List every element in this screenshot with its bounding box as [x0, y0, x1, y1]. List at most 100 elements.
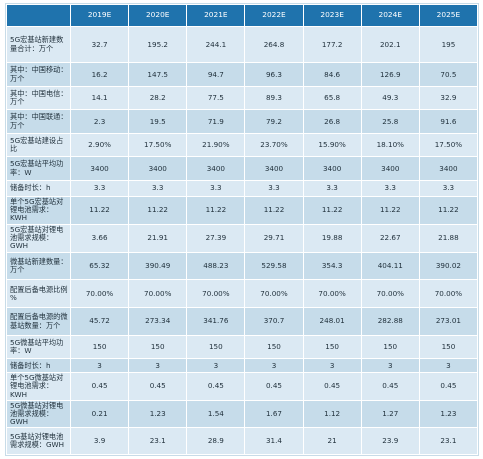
table-cell: 147.5 [128, 62, 188, 87]
table-cell: 96.3 [244, 62, 304, 87]
table-cell: 3 [128, 358, 188, 374]
table-cell: 0.45 [186, 372, 246, 401]
table-row: 5G基站对锂电池需求规模：GWH 3.9 23.1 28.9 31.4 21 23.9 23.… [6, 427, 479, 455]
table-cell: 177.2 [302, 25, 362, 64]
table-cell: 11.22 [360, 195, 420, 225]
table-cell: 23.1 [128, 427, 188, 455]
table-cell: 70.5 [418, 62, 479, 87]
table-cell: 70.00% [418, 279, 479, 309]
header-year: 2021E [186, 4, 246, 27]
table-row: 5G微基站对锂电池需求规模：GWH 0.21 1.23 1.54 1.67 1.12 1.2… [6, 399, 479, 429]
table-row: 配置后备电源的微基站数量：万个 45.72 273.34 341.76 370.7 248… [6, 307, 479, 336]
table-row: 配置后备电源比例 % 70.00% 70.00% 70.00% 70.00% 70.00%… [6, 279, 479, 309]
table-cell: 370.7 [244, 307, 304, 336]
table-cell: 150 [69, 334, 130, 360]
table-cell: 3.3 [244, 179, 304, 197]
table-cell: 21.88 [418, 223, 479, 253]
table-cell: 0.45 [360, 372, 420, 401]
table-cell: 31.4 [244, 427, 304, 455]
table-cell: 3400 [128, 156, 188, 181]
table-cell: 3 [302, 358, 362, 374]
data-table: 2019E 2020E 2021E 2022E 2023E 2024E 2025… [6, 4, 479, 455]
table-row: 单个5G微基站对锂电池需求：KWH 0.45 0.45 0.45 0.45 0.45 0.4… [6, 372, 479, 401]
table-cell: 28.2 [128, 85, 188, 111]
table-cell: 23.70% [244, 132, 304, 158]
row-label: 其中：中国移动：万个 [6, 62, 71, 87]
table-cell: 71.9 [186, 109, 246, 134]
table-cell: 25.8 [360, 109, 420, 134]
table-cell: 15.90% [302, 132, 362, 158]
table-cell: 70.00% [360, 279, 420, 309]
table-row: 5G宏基站建设占比 2.90% 17.50% 21.90% 23.70% 15.90% 18… [6, 132, 479, 158]
row-label: 单个5G宏基站对锂电池需求：KWH [6, 195, 71, 225]
table-cell: 150 [302, 334, 362, 360]
table-cell: 3.3 [360, 179, 420, 197]
table-cell: 89.3 [244, 85, 304, 111]
row-label: 微基站新建数量：万个 [6, 251, 71, 281]
table-cell: 195 [418, 25, 479, 64]
table-cell: 70.00% [302, 279, 362, 309]
row-label: 5G宏基站对锂电池需求规模：GWH [6, 223, 71, 253]
table-cell: 27.39 [186, 223, 246, 253]
table-cell: 3.3 [418, 179, 479, 197]
header-row: 2019E 2020E 2021E 2022E 2023E 2024E 2025… [6, 4, 479, 27]
table-cell: 390.02 [418, 251, 479, 281]
table-cell: 19.88 [302, 223, 362, 253]
table-cell: 79.2 [244, 109, 304, 134]
table-cell: 0.21 [69, 399, 130, 429]
table-cell: 84.6 [302, 62, 362, 87]
table-cell: 3.3 [69, 179, 130, 197]
table-cell: 65.32 [69, 251, 130, 281]
table-cell: 3.9 [69, 427, 130, 455]
table-cell: 0.45 [302, 372, 362, 401]
table-cell: 390.49 [128, 251, 188, 281]
row-label: 5G基站对锂电池需求规模：GWH [6, 427, 71, 455]
table-cell: 1.54 [186, 399, 246, 429]
table-cell: 11.22 [302, 195, 362, 225]
table-cell: 11.22 [244, 195, 304, 225]
table-cell: 21.91 [128, 223, 188, 253]
table-cell: 404.11 [360, 251, 420, 281]
table-row: 5G宏基站对锂电池需求规模：GWH 3.66 21.91 27.39 29.71 19.8… [6, 223, 479, 253]
table-cell: 126.9 [360, 62, 420, 87]
table-row: 储备时长：h 3 3 3 3 3 3 3 [6, 358, 479, 374]
table-cell: 248.01 [302, 307, 362, 336]
table-cell: 70.00% [128, 279, 188, 309]
table-cell: 150 [128, 334, 188, 360]
table-cell: 264.8 [244, 25, 304, 64]
table-cell: 1.27 [360, 399, 420, 429]
table-cell: 3400 [360, 156, 420, 181]
table-cell: 11.22 [128, 195, 188, 225]
table-cell: 94.7 [186, 62, 246, 87]
table-row: 5G宏基站新建数量合计：万个 32.7 195.2 244.1 264.8 177.2 20… [6, 25, 479, 64]
table-cell: 77.5 [186, 85, 246, 111]
table-cell: 2.3 [69, 109, 130, 134]
table-cell: 1.12 [302, 399, 362, 429]
row-label: 5G宏基站新建数量合计：万个 [6, 25, 71, 64]
table-cell: 14.1 [69, 85, 130, 111]
table-cell: 32.9 [418, 85, 479, 111]
header-year: 2024E [360, 4, 420, 27]
header-corner [6, 4, 71, 27]
header-year: 2022E [244, 4, 304, 27]
table-cell: 91.6 [418, 109, 479, 134]
table-cell: 0.45 [244, 372, 304, 401]
row-label: 储备时长：h [6, 358, 71, 374]
table-cell: 1.23 [128, 399, 188, 429]
table-cell: 23.9 [360, 427, 420, 455]
table-cell: 21 [302, 427, 362, 455]
table-cell: 150 [418, 334, 479, 360]
table-row: 单个5G宏基站对锂电池需求：KWH 11.22 11.22 11.22 11.22 11.… [6, 195, 479, 225]
row-label: 配置后备电源比例 % [6, 279, 71, 309]
table-cell: 17.50% [418, 132, 479, 158]
table-cell: 70.00% [69, 279, 130, 309]
header-year: 2023E [302, 4, 362, 27]
table-cell: 21.90% [186, 132, 246, 158]
table-cell: 150 [360, 334, 420, 360]
table-cell: 11.22 [69, 195, 130, 225]
row-label: 其中：中国电信：万个 [6, 85, 71, 111]
table-cell: 3 [360, 358, 420, 374]
table-cell: 341.76 [186, 307, 246, 336]
table-cell: 1.23 [418, 399, 479, 429]
table-cell: 29.71 [244, 223, 304, 253]
